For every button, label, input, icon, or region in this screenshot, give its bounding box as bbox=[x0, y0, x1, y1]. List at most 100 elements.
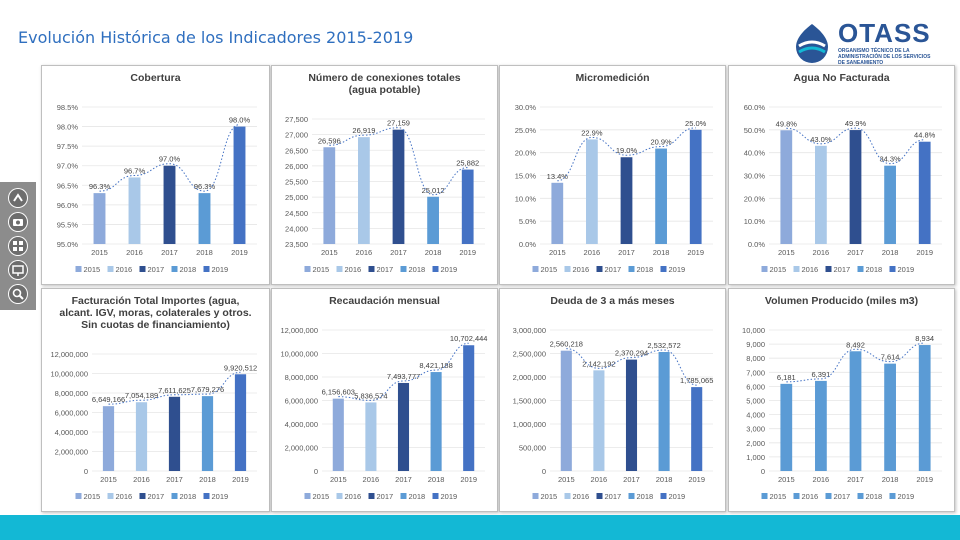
legend-label: 2016 bbox=[802, 492, 819, 501]
y-tick-label: 4,000 bbox=[746, 411, 765, 420]
x-tick-label: 2015 bbox=[558, 475, 575, 484]
y-tick-label: 6,000 bbox=[746, 382, 765, 391]
bar bbox=[691, 387, 703, 471]
data-label: 34.3% bbox=[879, 155, 901, 164]
chart-svg: Micromedición 0.0% 5.0% 10.0% 15.0% 20.0% 25.0… bbox=[515, 72, 713, 274]
y-tick-label: 7,000 bbox=[746, 368, 765, 377]
zoom-icon[interactable] bbox=[8, 284, 28, 304]
legend-label: 2017 bbox=[605, 265, 622, 274]
x-tick-label: 2019 bbox=[916, 475, 933, 484]
legend-label: 2016 bbox=[802, 265, 819, 274]
legend-label: 2018 bbox=[409, 492, 426, 501]
x-tick-label: 2019 bbox=[232, 475, 249, 484]
bar bbox=[365, 402, 377, 471]
data-label: 26,919 bbox=[352, 126, 375, 135]
legend-swatch bbox=[761, 493, 768, 499]
bar bbox=[884, 363, 896, 471]
legend-label: 2019 bbox=[669, 492, 686, 501]
data-label: 2,142,192 bbox=[582, 359, 615, 368]
legend-label: 2018 bbox=[409, 265, 426, 274]
trendline bbox=[566, 348, 697, 386]
chart-svg: Agua No Facturada 0.0% 10.0% 20.0% 30.0% 40.0… bbox=[744, 72, 942, 274]
x-tick-label: 2018 bbox=[196, 248, 213, 257]
data-label: 96.7% bbox=[124, 166, 146, 175]
grid-icon[interactable] bbox=[8, 236, 28, 256]
legend-label: 2019 bbox=[212, 265, 229, 274]
chart-title: Sin cuotas de financiamiento) bbox=[81, 319, 230, 331]
legend-swatch bbox=[532, 493, 539, 499]
legend-swatch bbox=[368, 266, 375, 272]
legend-swatch bbox=[400, 493, 407, 499]
data-label: 43.0% bbox=[810, 135, 832, 144]
legend-swatch bbox=[203, 493, 210, 499]
legend-swatch bbox=[171, 266, 178, 272]
x-tick-label: 2017 bbox=[623, 475, 640, 484]
data-label: 7,679,276 bbox=[191, 385, 224, 394]
chart-title: Cobertura bbox=[130, 72, 180, 84]
legend-swatch bbox=[889, 493, 896, 499]
legend-swatch bbox=[660, 266, 667, 272]
data-label: 96.3% bbox=[89, 182, 111, 191]
legend-swatch bbox=[825, 266, 832, 272]
data-label: 96.3% bbox=[194, 182, 216, 191]
x-tick-label: 2016 bbox=[126, 248, 143, 257]
y-tick-label: 2,500,000 bbox=[513, 350, 546, 359]
x-tick-label: 2019 bbox=[460, 475, 477, 484]
bar bbox=[168, 396, 181, 471]
x-tick-label: 2018 bbox=[882, 248, 899, 257]
legend-swatch bbox=[564, 493, 571, 499]
x-tick-label: 2017 bbox=[618, 248, 635, 257]
y-tick-label: 12,000,000 bbox=[50, 350, 88, 359]
chart-svg: Volumen Producido (miles m3) 0 1,000 2,000 3… bbox=[742, 295, 942, 501]
presentation-icon[interactable] bbox=[8, 260, 28, 280]
x-tick-label: 2017 bbox=[847, 248, 864, 257]
y-tick-label: 6,000,000 bbox=[285, 397, 318, 406]
legend-swatch bbox=[432, 493, 439, 499]
legend-label: 2016 bbox=[116, 265, 133, 274]
x-tick-label: 2018 bbox=[882, 475, 899, 484]
bar bbox=[689, 129, 702, 244]
y-tick-label: 2,000,000 bbox=[55, 448, 88, 457]
chart-title: Recaudación mensual bbox=[329, 295, 440, 307]
page-title: Evolución Histórica de los Indicadores 2… bbox=[18, 28, 414, 47]
trendline bbox=[99, 124, 240, 192]
x-tick-label: 2018 bbox=[428, 475, 445, 484]
bar bbox=[918, 345, 931, 471]
legend-label: 2016 bbox=[345, 265, 362, 274]
legend-label: 2017 bbox=[377, 492, 394, 501]
legend-label: 2017 bbox=[834, 492, 851, 501]
camera-icon[interactable] bbox=[8, 212, 28, 232]
chart-title: Volumen Producido (miles m3) bbox=[765, 295, 918, 307]
x-tick-label: 2016 bbox=[363, 475, 380, 484]
legend-label: 2017 bbox=[148, 265, 165, 274]
y-tick-label: 5,000 bbox=[746, 397, 765, 406]
legend-swatch bbox=[660, 493, 667, 499]
y-tick-label: 1,500,000 bbox=[513, 397, 546, 406]
legend-swatch bbox=[793, 266, 800, 272]
chart-title: (agua potable) bbox=[349, 84, 421, 96]
share-icon[interactable] bbox=[8, 188, 28, 208]
legend-label: 2019 bbox=[441, 265, 458, 274]
legend-swatch bbox=[107, 266, 114, 272]
legend-swatch bbox=[139, 266, 146, 272]
bar bbox=[658, 351, 670, 471]
legend-swatch bbox=[857, 266, 864, 272]
trendline bbox=[329, 127, 468, 196]
bar bbox=[655, 148, 667, 244]
chart-agua-no-facturada: Agua No Facturada 0.0% 10.0% 20.0% 30.0% 40.0… bbox=[728, 65, 955, 285]
legend-label: 2016 bbox=[573, 492, 590, 501]
data-label: 9,920,512 bbox=[224, 363, 257, 372]
bar bbox=[461, 169, 474, 244]
x-tick-label: 2018 bbox=[656, 475, 673, 484]
legend-swatch bbox=[139, 493, 146, 499]
legend-swatch bbox=[107, 493, 114, 499]
legend-label: 2015 bbox=[313, 265, 330, 274]
legend-swatch bbox=[793, 493, 800, 499]
x-tick-label: 2017 bbox=[166, 475, 183, 484]
legend-swatch bbox=[564, 266, 571, 272]
side-toolbar bbox=[0, 182, 36, 310]
bar bbox=[586, 139, 598, 244]
y-tick-label: 24,000 bbox=[285, 224, 308, 233]
legend-swatch bbox=[75, 266, 82, 272]
data-label: 6,391 bbox=[812, 370, 831, 379]
